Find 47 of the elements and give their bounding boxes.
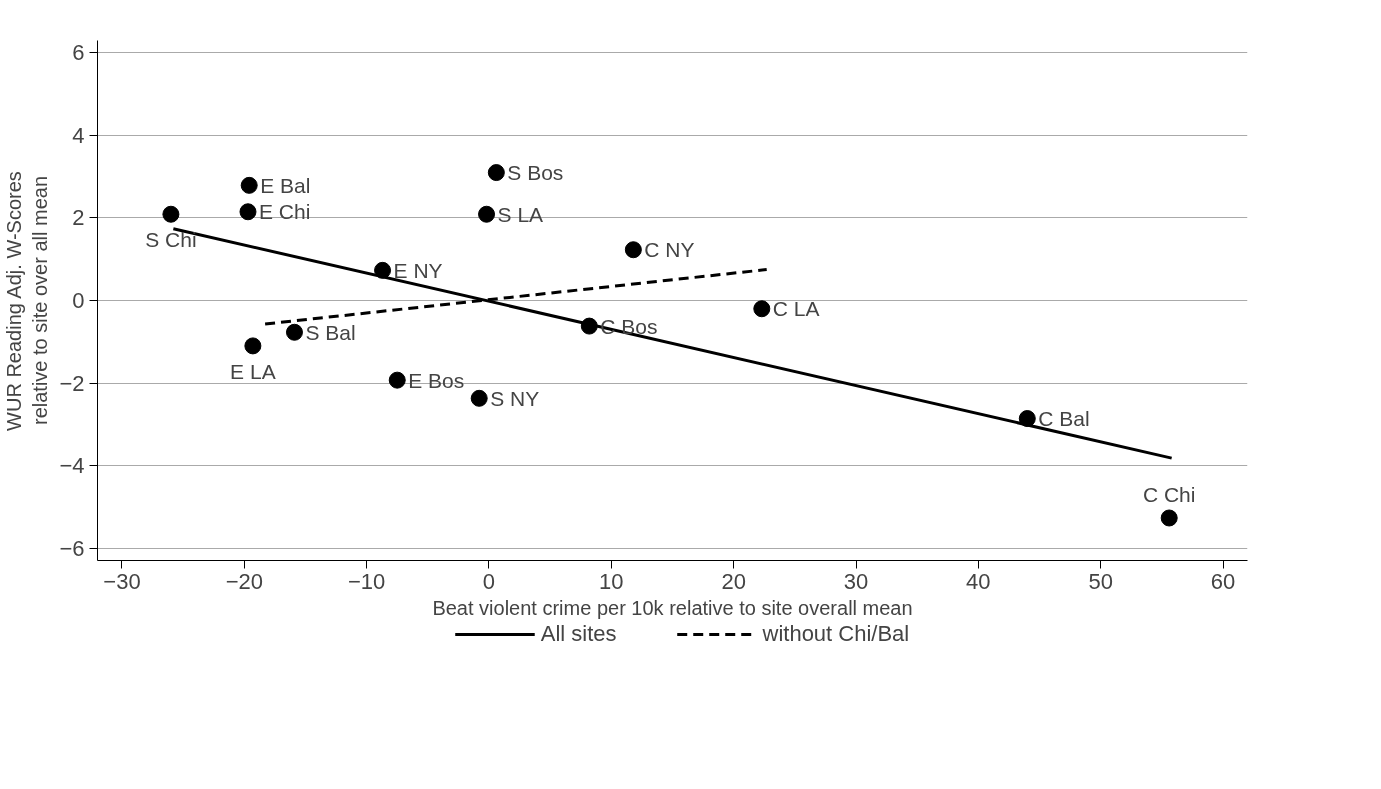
annotation: E LA [230,359,276,383]
x-tick-label: −30 [103,568,141,594]
x-tick-label: −10 [347,568,386,594]
point [487,164,505,182]
x-tick-label: 50 [1088,568,1113,594]
x-tick-label: −20 [225,568,263,594]
point [478,205,496,223]
point [624,241,642,259]
x-tick-label: 0 [482,568,496,594]
point [470,389,488,407]
annotation: C NY [644,238,695,262]
annotation: S Chi [145,228,197,252]
y-tick-label: 4 [72,122,85,148]
annotation: E NY [393,258,443,282]
x-tick-label: 20 [721,568,746,594]
point [285,323,303,341]
point [753,300,771,318]
point [244,337,262,355]
x-axis-title: Beat violent crime per 10k relative to site overall mean [432,596,913,619]
y-tick-label: −4 [59,453,85,479]
point [388,371,406,389]
x-tick-label: 60 [1210,568,1236,594]
annotation: S LA [497,202,544,226]
y-tick-label: 6 [72,40,85,66]
y-tick-label: −6 [59,535,85,561]
annotation: E Bal [260,173,311,197]
annotation: C Bal [1038,407,1090,431]
legend-label: All sites [540,621,617,647]
annotation: S Bal [305,320,356,344]
annotation: E Chi [258,200,311,224]
x-tick-label: 30 [843,568,869,594]
annotation: S Bos [507,161,564,185]
point [239,203,257,221]
annotation: C Chi [1142,482,1196,506]
y-tick-label: 0 [72,288,85,313]
legend-label: without Chi/Bal [762,621,910,647]
annotation: S NY [490,386,540,410]
x-tick-label: 10 [599,568,624,594]
x-tick-label: 40 [966,568,991,594]
y-tick-label: 2 [72,205,85,231]
annotation: E Bos [408,368,465,392]
y-tick-label: −2 [59,370,85,396]
point [162,205,180,223]
point [1160,509,1178,527]
point [240,176,258,194]
y-axis-title: WUR Reading Adj. W-Scores relative to site over all mean [3,171,52,431]
annotation: C LA [772,297,820,321]
